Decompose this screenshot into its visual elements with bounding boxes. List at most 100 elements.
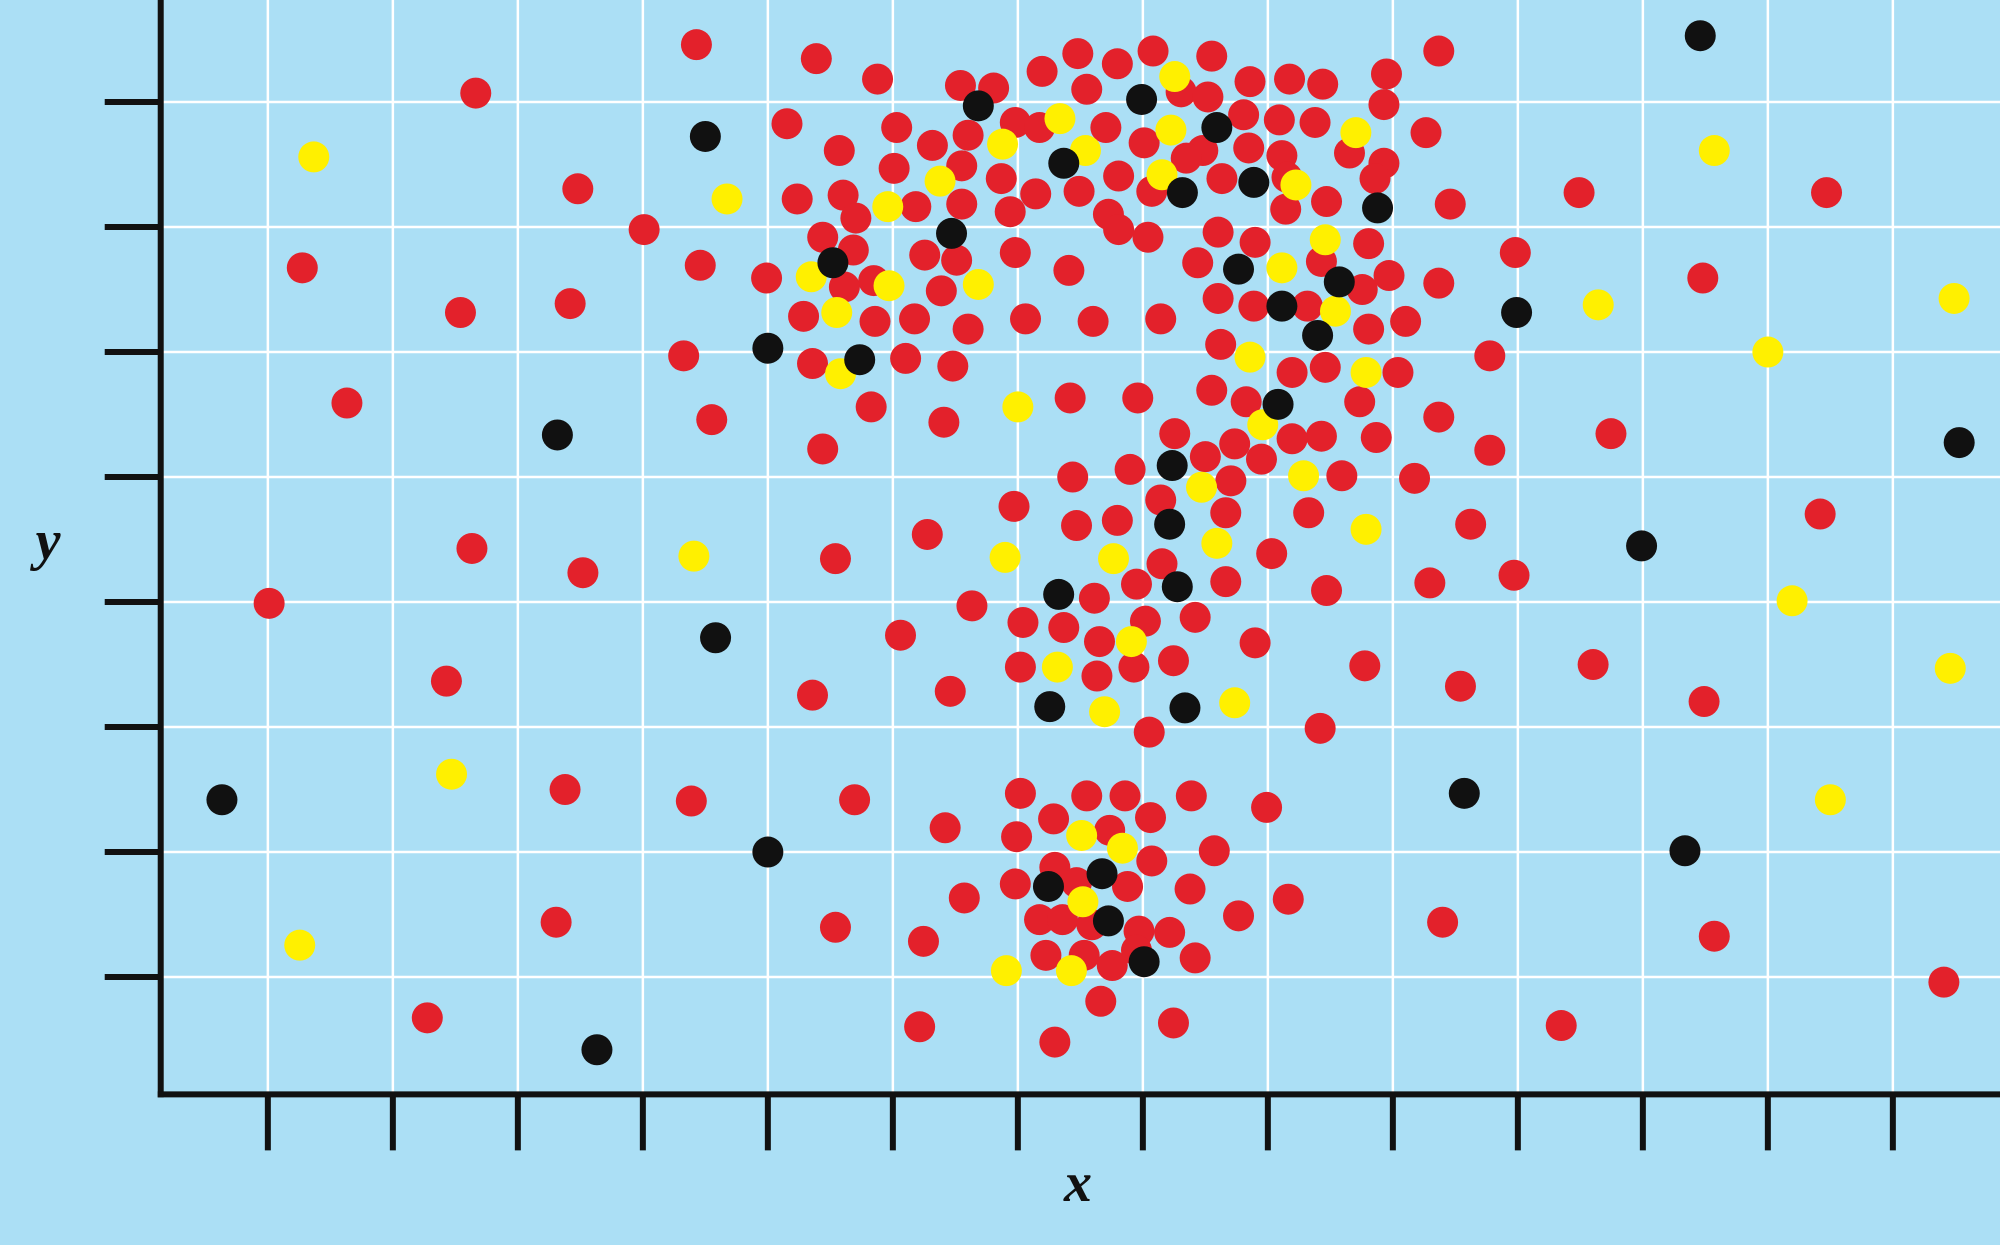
point xyxy=(1434,188,1466,220)
point xyxy=(807,221,839,253)
point xyxy=(1309,351,1341,383)
point xyxy=(628,214,660,246)
point xyxy=(696,404,728,436)
point xyxy=(460,77,492,109)
point xyxy=(1626,530,1658,562)
point xyxy=(962,90,994,122)
point xyxy=(1353,313,1385,345)
point xyxy=(298,141,330,173)
point xyxy=(873,270,905,302)
point xyxy=(567,557,599,589)
point xyxy=(1350,513,1382,545)
point xyxy=(1007,606,1039,638)
point xyxy=(1159,418,1191,450)
point xyxy=(581,1034,613,1066)
point xyxy=(1582,289,1614,321)
point xyxy=(1498,559,1530,591)
point xyxy=(941,244,973,276)
point xyxy=(1230,386,1262,418)
point xyxy=(444,297,476,328)
point xyxy=(1196,374,1228,406)
point xyxy=(821,297,853,328)
point xyxy=(751,262,783,294)
point xyxy=(1071,73,1103,105)
point xyxy=(711,183,743,215)
point xyxy=(1302,319,1334,351)
point xyxy=(911,518,943,550)
point xyxy=(924,165,956,197)
point xyxy=(1245,443,1277,475)
point xyxy=(1928,966,1960,998)
point xyxy=(872,191,904,223)
point xyxy=(1323,266,1355,298)
point xyxy=(1198,835,1230,867)
point xyxy=(839,784,871,816)
point xyxy=(1156,450,1188,482)
point xyxy=(1687,262,1719,294)
point xyxy=(1048,612,1080,644)
point xyxy=(998,490,1030,522)
point xyxy=(541,419,573,451)
point xyxy=(1103,160,1135,192)
point xyxy=(1157,645,1189,677)
point xyxy=(1154,916,1186,948)
point xyxy=(1311,186,1343,218)
point xyxy=(1359,163,1391,195)
point xyxy=(956,590,988,622)
point xyxy=(1311,575,1343,607)
point xyxy=(1055,955,1087,987)
point xyxy=(540,906,572,938)
point xyxy=(1210,566,1242,598)
point xyxy=(1349,650,1381,682)
point xyxy=(1133,716,1165,748)
point xyxy=(1157,1007,1189,1039)
point xyxy=(1474,340,1506,372)
point xyxy=(1545,1010,1577,1042)
point xyxy=(1814,784,1846,816)
point xyxy=(1234,66,1266,98)
point xyxy=(1234,341,1266,373)
point xyxy=(1159,61,1191,93)
point xyxy=(1206,163,1238,195)
point xyxy=(554,288,586,320)
point xyxy=(1319,295,1351,327)
point xyxy=(817,247,849,279)
point xyxy=(1026,55,1058,87)
point xyxy=(1128,127,1160,159)
point xyxy=(1423,401,1455,433)
point xyxy=(819,543,851,575)
point xyxy=(1032,870,1064,902)
point xyxy=(284,929,316,961)
point xyxy=(1414,567,1446,599)
point xyxy=(1039,1026,1071,1058)
point xyxy=(253,587,285,619)
point xyxy=(1309,224,1341,256)
point xyxy=(1066,819,1098,851)
point xyxy=(1030,939,1062,971)
point xyxy=(1698,135,1730,167)
point xyxy=(1118,651,1150,683)
point xyxy=(1202,216,1234,248)
point xyxy=(1071,780,1103,812)
point xyxy=(999,237,1031,269)
point xyxy=(1276,356,1308,388)
point xyxy=(1189,441,1221,473)
point xyxy=(1370,58,1402,90)
point xyxy=(1474,434,1506,466)
point xyxy=(1360,422,1392,453)
point xyxy=(1106,832,1138,864)
point xyxy=(1182,247,1214,279)
point xyxy=(1103,214,1135,246)
point xyxy=(1077,305,1109,337)
point xyxy=(962,268,994,300)
point xyxy=(411,1002,443,1034)
point xyxy=(1135,802,1167,834)
point xyxy=(1024,904,1056,936)
point xyxy=(1934,652,1966,684)
point xyxy=(1455,508,1487,540)
point xyxy=(909,239,941,271)
point xyxy=(1010,303,1042,335)
point xyxy=(1096,950,1128,982)
point xyxy=(1444,670,1476,702)
point xyxy=(936,217,968,249)
